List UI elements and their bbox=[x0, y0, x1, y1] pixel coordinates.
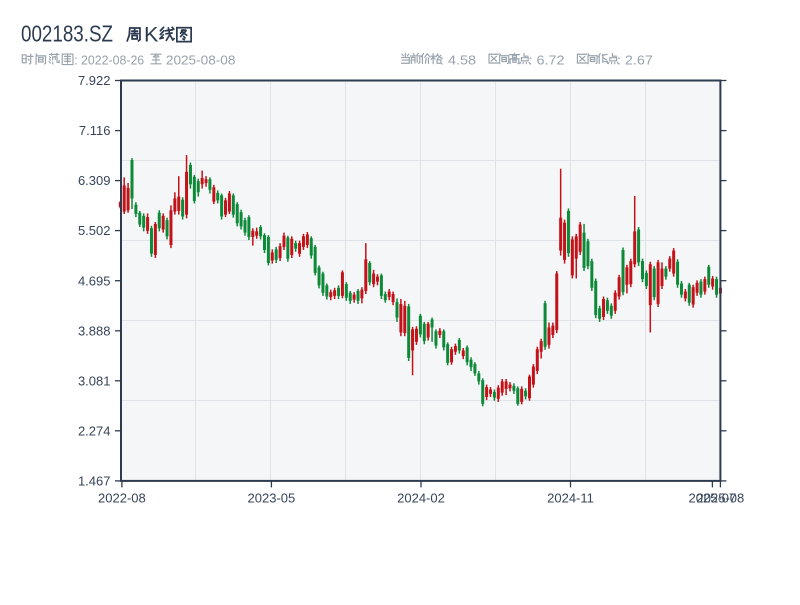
svg-text:3.081: 3.081 bbox=[78, 373, 111, 388]
svg-text:2025-08: 2025-08 bbox=[697, 491, 745, 506]
svg-text:2022-08: 2022-08 bbox=[98, 491, 146, 506]
svg-text:: 4.58: : 4.58 bbox=[440, 52, 476, 67]
svg-text:: 6.72: : 6.72 bbox=[529, 52, 565, 67]
svg-text:6.309: 6.309 bbox=[78, 173, 111, 188]
svg-text:3.888: 3.888 bbox=[78, 323, 111, 338]
svg-text:2024-02: 2024-02 bbox=[397, 491, 445, 506]
svg-text:002183.SZ: 002183.SZ bbox=[21, 21, 113, 47]
svg-text:5.502: 5.502 bbox=[78, 223, 111, 238]
svg-text:4.695: 4.695 bbox=[78, 273, 111, 288]
svg-text:2024-11: 2024-11 bbox=[547, 491, 594, 506]
svg-text:: 2022-08-26: : 2022-08-26 bbox=[74, 52, 144, 67]
svg-text:2.274: 2.274 bbox=[78, 423, 111, 438]
svg-text:2023-05: 2023-05 bbox=[248, 491, 296, 506]
svg-text:2025-08-08: 2025-08-08 bbox=[166, 52, 236, 67]
svg-text:7.116: 7.116 bbox=[79, 123, 111, 138]
svg-text:7.922: 7.922 bbox=[78, 73, 111, 88]
svg-text:1.467: 1.467 bbox=[78, 474, 111, 489]
svg-text:: 2.67: : 2.67 bbox=[617, 52, 653, 67]
svg-text:K: K bbox=[144, 23, 159, 47]
